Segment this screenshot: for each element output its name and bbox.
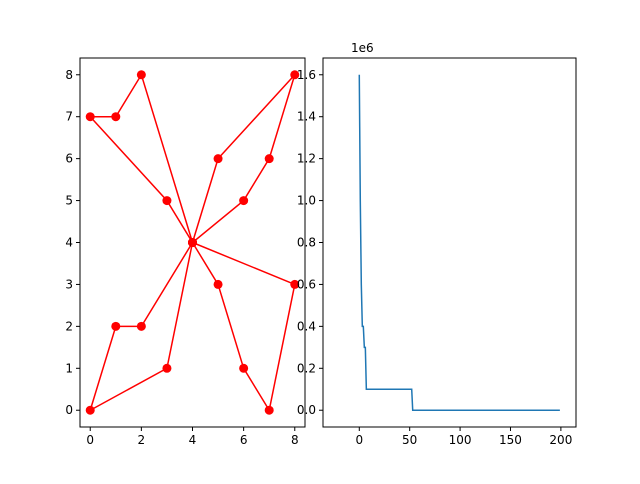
y-tick-label: 1.4 xyxy=(297,110,316,124)
x-tick-label: 4 xyxy=(189,433,197,447)
y-tick-label: 0.4 xyxy=(297,319,316,333)
marker xyxy=(111,112,121,122)
x-tick-label: 2 xyxy=(138,433,146,447)
x-tick-label: 200 xyxy=(549,433,572,447)
y-tick-label: 0 xyxy=(65,403,73,417)
marker xyxy=(111,321,121,331)
data-line xyxy=(358,74,560,411)
marker xyxy=(136,70,146,80)
y-tick-label: 0.0 xyxy=(297,403,316,417)
y-tick-label: 1 xyxy=(65,361,73,375)
marker xyxy=(213,279,223,289)
offset-label: 1e6 xyxy=(351,41,374,55)
y-tick-label: 7 xyxy=(65,110,73,124)
y-tick-label: 0.2 xyxy=(297,361,316,375)
y-tick-label: 5 xyxy=(65,194,73,208)
marker xyxy=(162,196,172,206)
y-tick-label: 1.2 xyxy=(297,152,316,166)
y-tick-label: 4 xyxy=(65,236,73,250)
x-tick-label: 50 xyxy=(402,433,417,447)
x-tick-label: 0 xyxy=(355,433,363,447)
marker xyxy=(213,154,223,164)
marker xyxy=(85,112,95,122)
y-tick-label: 8 xyxy=(65,68,73,82)
marker xyxy=(290,70,300,80)
x-tick-label: 0 xyxy=(86,433,94,447)
y-tick-label: 1.6 xyxy=(297,68,316,82)
axes-frame xyxy=(322,57,577,428)
x-tick-label: 150 xyxy=(499,433,522,447)
y-tick-label: 0.8 xyxy=(297,236,316,250)
axes-frame xyxy=(79,57,306,428)
marker xyxy=(188,238,197,247)
x-tick-label: 8 xyxy=(291,433,299,447)
y-tick-label: 0.6 xyxy=(297,277,316,291)
y-tick-label: 1.0 xyxy=(297,194,316,208)
x-tick-label: 100 xyxy=(449,433,472,447)
marker xyxy=(264,154,274,164)
y-tick-label: 6 xyxy=(65,152,73,166)
y-tick-label: 2 xyxy=(65,319,73,333)
marker xyxy=(264,405,274,415)
x-tick-label: 6 xyxy=(240,433,248,447)
marker xyxy=(290,279,300,289)
y-tick-label: 3 xyxy=(65,277,73,291)
marker xyxy=(85,405,95,415)
marker xyxy=(136,321,146,331)
marker xyxy=(239,363,249,373)
marker xyxy=(162,363,172,373)
marker xyxy=(239,196,249,206)
